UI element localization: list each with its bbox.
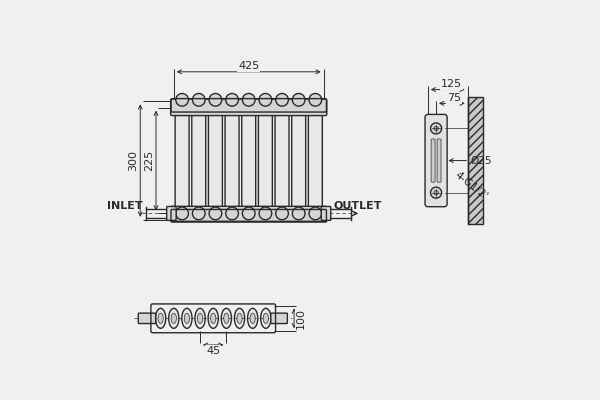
Ellipse shape [208,308,218,328]
FancyBboxPatch shape [208,101,223,220]
Circle shape [193,207,205,220]
FancyBboxPatch shape [138,313,155,324]
Text: 100: 100 [296,308,306,329]
Text: INLET: INLET [107,202,143,212]
Ellipse shape [237,313,242,324]
Text: 125: 125 [441,79,462,89]
FancyBboxPatch shape [425,114,447,207]
FancyBboxPatch shape [259,101,272,220]
Circle shape [193,94,205,106]
FancyBboxPatch shape [167,206,176,220]
Ellipse shape [211,313,216,324]
Text: OUTLET: OUTLET [333,202,382,212]
Circle shape [309,94,322,106]
Ellipse shape [235,308,245,328]
FancyBboxPatch shape [271,313,287,324]
Circle shape [226,207,238,220]
Circle shape [431,187,442,198]
FancyBboxPatch shape [275,101,289,220]
Ellipse shape [169,308,179,328]
Ellipse shape [182,308,192,328]
Ellipse shape [248,308,258,328]
Bar [467,98,484,224]
Circle shape [209,207,222,220]
Circle shape [226,94,238,106]
FancyBboxPatch shape [431,139,435,182]
Text: Ø25: Ø25 [470,156,492,166]
Circle shape [259,94,272,106]
FancyBboxPatch shape [170,206,327,222]
Circle shape [259,207,272,220]
FancyBboxPatch shape [308,101,322,220]
Circle shape [176,207,188,220]
Text: 75: 75 [447,93,461,103]
Ellipse shape [250,313,255,324]
Circle shape [434,190,438,195]
Circle shape [309,207,322,220]
Ellipse shape [260,308,271,328]
Ellipse shape [224,313,229,324]
Ellipse shape [184,313,190,324]
FancyBboxPatch shape [437,139,441,182]
Circle shape [242,94,255,106]
Ellipse shape [195,308,205,328]
FancyBboxPatch shape [292,101,305,220]
Text: 4-G1/2': 4-G1/2' [452,170,489,202]
Circle shape [276,207,289,220]
Ellipse shape [197,313,203,324]
FancyBboxPatch shape [225,101,239,220]
Circle shape [431,123,442,134]
Text: 425: 425 [238,61,259,71]
FancyBboxPatch shape [322,206,331,220]
Ellipse shape [158,313,163,324]
Ellipse shape [155,308,166,328]
Circle shape [242,207,255,220]
Ellipse shape [221,308,232,328]
Circle shape [276,94,289,106]
FancyBboxPatch shape [175,101,189,220]
Text: 300: 300 [128,150,138,171]
FancyBboxPatch shape [242,101,256,220]
Circle shape [292,207,305,220]
Circle shape [209,94,222,106]
FancyBboxPatch shape [170,99,327,116]
Circle shape [434,126,438,131]
Text: 225: 225 [144,150,154,171]
Circle shape [292,94,305,106]
Ellipse shape [171,313,176,324]
Circle shape [176,94,188,106]
Text: 45: 45 [206,346,220,356]
FancyBboxPatch shape [192,101,206,220]
Ellipse shape [263,313,268,324]
